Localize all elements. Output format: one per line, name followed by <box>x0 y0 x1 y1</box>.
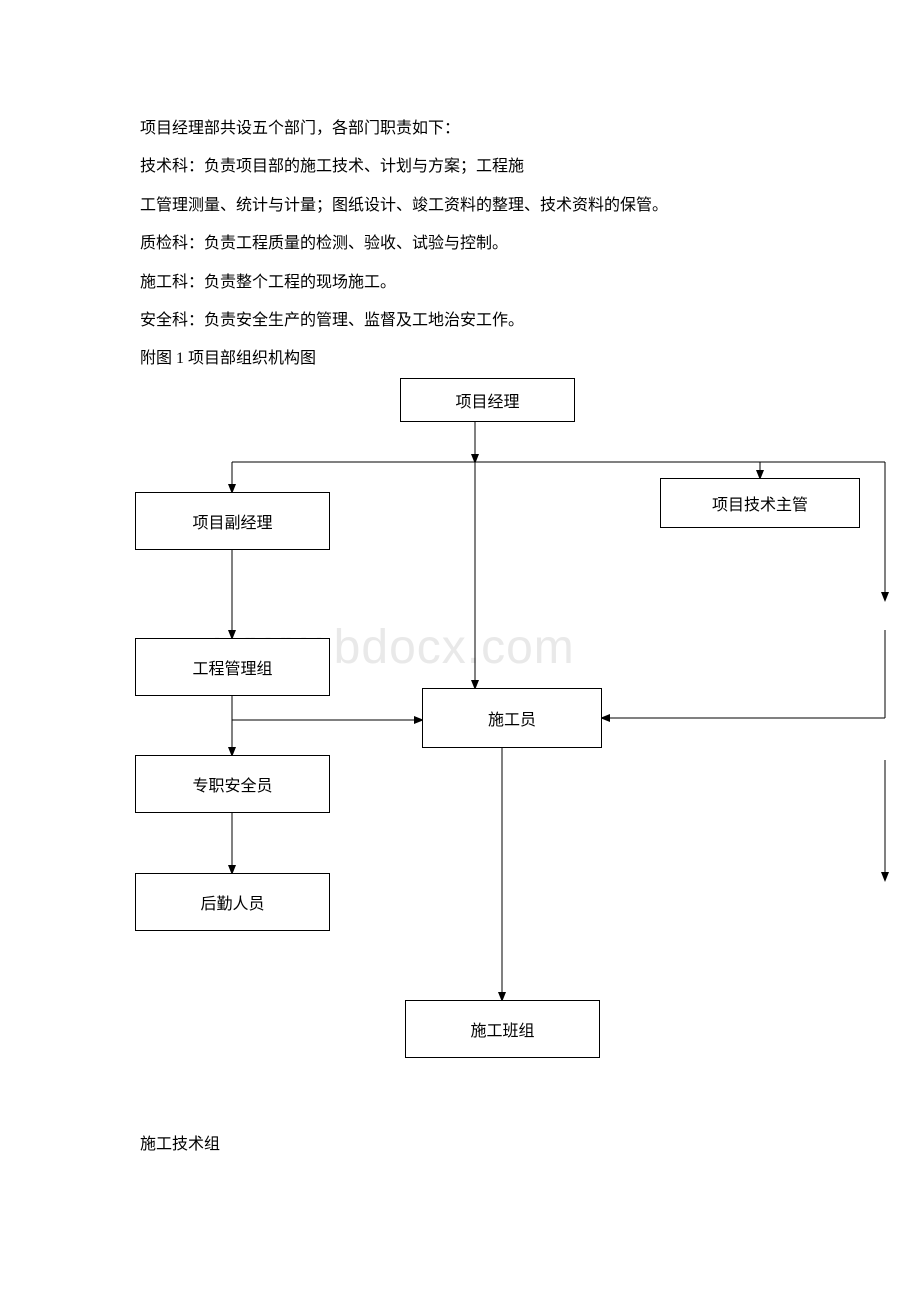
flowchart-node-safety: 专职安全员 <box>135 755 330 813</box>
flowchart-node-constr: 施工员 <box>422 688 602 748</box>
org-chart: 项目经理项目副经理 项目技术主管工程管理组施工员专职安全员后勤人员施工班组 <box>0 0 920 1302</box>
flowchart-node-eng_grp: 工程管理组 <box>135 638 330 696</box>
flowchart-node-deputy: 项目副经理 <box>135 492 330 550</box>
flowchart-node-logis: 后勤人员 <box>135 873 330 931</box>
bottom-label: 施工技术组 <box>140 1130 220 1154</box>
flowchart-node-pm: 项目经理 <box>400 378 575 422</box>
flowchart-node-tech_mgr: 项目技术主管 <box>660 478 860 528</box>
flowchart-node-team: 施工班组 <box>405 1000 600 1058</box>
